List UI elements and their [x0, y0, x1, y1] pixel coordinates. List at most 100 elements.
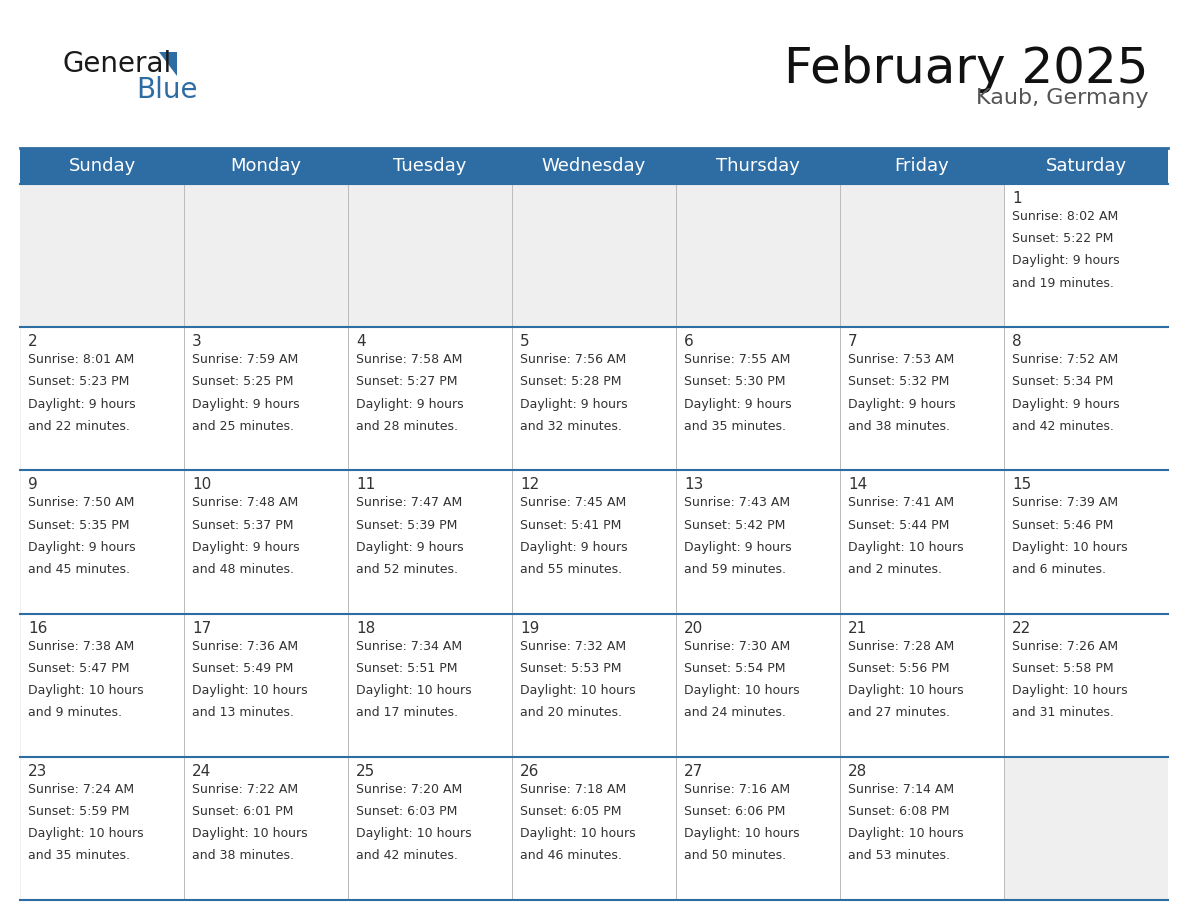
- Text: 10: 10: [192, 477, 211, 492]
- Text: Sunrise: 7:16 AM: Sunrise: 7:16 AM: [684, 783, 790, 796]
- Text: Daylight: 10 hours: Daylight: 10 hours: [684, 827, 800, 840]
- Bar: [512, 471, 676, 613]
- Text: Daylight: 9 hours: Daylight: 9 hours: [29, 541, 135, 554]
- Text: Daylight: 9 hours: Daylight: 9 hours: [356, 397, 463, 410]
- Text: Sunset: 5:23 PM: Sunset: 5:23 PM: [29, 375, 129, 388]
- Bar: [184, 471, 348, 613]
- Text: Sunrise: 7:43 AM: Sunrise: 7:43 AM: [684, 497, 790, 509]
- Bar: [1005, 328, 1168, 470]
- Text: 22: 22: [1012, 621, 1031, 635]
- Text: and 55 minutes.: and 55 minutes.: [520, 563, 623, 576]
- Text: Sunrise: 7:22 AM: Sunrise: 7:22 AM: [192, 783, 298, 796]
- Text: Daylight: 9 hours: Daylight: 9 hours: [192, 541, 299, 554]
- Text: Sunset: 5:56 PM: Sunset: 5:56 PM: [848, 662, 949, 675]
- Bar: [184, 328, 348, 470]
- Text: 17: 17: [192, 621, 211, 635]
- Bar: [20, 471, 183, 613]
- Text: Daylight: 10 hours: Daylight: 10 hours: [356, 827, 472, 840]
- Text: Sunrise: 7:55 AM: Sunrise: 7:55 AM: [684, 353, 790, 366]
- Text: and 17 minutes.: and 17 minutes.: [356, 706, 459, 719]
- Text: and 31 minutes.: and 31 minutes.: [1012, 706, 1114, 719]
- Text: Sunrise: 7:56 AM: Sunrise: 7:56 AM: [520, 353, 626, 366]
- Text: Sunset: 5:51 PM: Sunset: 5:51 PM: [356, 662, 457, 675]
- Text: and 53 minutes.: and 53 minutes.: [848, 849, 950, 862]
- Bar: [512, 328, 676, 470]
- Text: Sunset: 5:39 PM: Sunset: 5:39 PM: [356, 519, 457, 532]
- Text: Saturday: Saturday: [1045, 157, 1126, 175]
- Text: Sunrise: 7:52 AM: Sunrise: 7:52 AM: [1012, 353, 1118, 366]
- Text: Sunset: 5:47 PM: Sunset: 5:47 PM: [29, 662, 129, 675]
- Text: Daylight: 9 hours: Daylight: 9 hours: [29, 397, 135, 410]
- Text: Wednesday: Wednesday: [542, 157, 646, 175]
- Text: 23: 23: [29, 764, 48, 778]
- Text: and 59 minutes.: and 59 minutes.: [684, 563, 786, 576]
- Text: Daylight: 9 hours: Daylight: 9 hours: [520, 541, 627, 554]
- Text: 27: 27: [684, 764, 703, 778]
- Bar: [1005, 185, 1168, 327]
- Bar: [676, 614, 840, 756]
- Bar: [184, 757, 348, 900]
- Text: Daylight: 10 hours: Daylight: 10 hours: [848, 684, 963, 697]
- Text: and 42 minutes.: and 42 minutes.: [356, 849, 457, 862]
- Text: Sunset: 5:58 PM: Sunset: 5:58 PM: [1012, 662, 1113, 675]
- Text: and 22 minutes.: and 22 minutes.: [29, 420, 129, 432]
- Text: Daylight: 9 hours: Daylight: 9 hours: [848, 397, 955, 410]
- Bar: [20, 614, 183, 756]
- Text: Sunrise: 7:36 AM: Sunrise: 7:36 AM: [192, 640, 298, 653]
- Text: Daylight: 10 hours: Daylight: 10 hours: [520, 684, 636, 697]
- Text: Sunset: 6:05 PM: Sunset: 6:05 PM: [520, 805, 621, 818]
- Text: 2: 2: [29, 334, 38, 349]
- Text: Sunset: 5:42 PM: Sunset: 5:42 PM: [684, 519, 785, 532]
- Text: Sunrise: 8:02 AM: Sunrise: 8:02 AM: [1012, 210, 1118, 223]
- Text: Sunset: 6:03 PM: Sunset: 6:03 PM: [356, 805, 457, 818]
- Text: Kaub, Germany: Kaub, Germany: [975, 88, 1148, 108]
- Text: and 9 minutes.: and 9 minutes.: [29, 706, 122, 719]
- Bar: [676, 757, 840, 900]
- Text: 12: 12: [520, 477, 539, 492]
- Text: Sunrise: 7:48 AM: Sunrise: 7:48 AM: [192, 497, 298, 509]
- Bar: [1005, 614, 1168, 756]
- Text: 9: 9: [29, 477, 38, 492]
- Text: and 52 minutes.: and 52 minutes.: [356, 563, 459, 576]
- Text: Sunset: 5:53 PM: Sunset: 5:53 PM: [520, 662, 621, 675]
- Text: Sunset: 5:49 PM: Sunset: 5:49 PM: [192, 662, 293, 675]
- Text: and 24 minutes.: and 24 minutes.: [684, 706, 786, 719]
- Text: Sunrise: 7:39 AM: Sunrise: 7:39 AM: [1012, 497, 1118, 509]
- Text: Sunrise: 7:24 AM: Sunrise: 7:24 AM: [29, 783, 134, 796]
- Text: Daylight: 10 hours: Daylight: 10 hours: [1012, 541, 1127, 554]
- Text: and 28 minutes.: and 28 minutes.: [356, 420, 459, 432]
- Text: Sunrise: 7:58 AM: Sunrise: 7:58 AM: [356, 353, 462, 366]
- Text: 15: 15: [1012, 477, 1031, 492]
- Text: Daylight: 10 hours: Daylight: 10 hours: [29, 684, 144, 697]
- Text: February 2025: February 2025: [784, 45, 1148, 93]
- Text: Sunrise: 7:30 AM: Sunrise: 7:30 AM: [684, 640, 790, 653]
- Text: and 42 minutes.: and 42 minutes.: [1012, 420, 1114, 432]
- Text: 14: 14: [848, 477, 867, 492]
- Text: Sunset: 6:01 PM: Sunset: 6:01 PM: [192, 805, 293, 818]
- Bar: [20, 470, 1168, 613]
- Text: Daylight: 10 hours: Daylight: 10 hours: [29, 827, 144, 840]
- Text: and 38 minutes.: and 38 minutes.: [192, 849, 293, 862]
- Text: Daylight: 10 hours: Daylight: 10 hours: [192, 684, 308, 697]
- Text: Sunrise: 7:32 AM: Sunrise: 7:32 AM: [520, 640, 626, 653]
- Text: Sunrise: 7:41 AM: Sunrise: 7:41 AM: [848, 497, 954, 509]
- Text: Sunrise: 7:59 AM: Sunrise: 7:59 AM: [192, 353, 298, 366]
- Text: Daylight: 10 hours: Daylight: 10 hours: [684, 684, 800, 697]
- Bar: [20, 184, 1168, 327]
- Text: Monday: Monday: [230, 157, 302, 175]
- Text: Sunrise: 7:18 AM: Sunrise: 7:18 AM: [520, 783, 626, 796]
- Text: Daylight: 9 hours: Daylight: 9 hours: [684, 397, 791, 410]
- Text: 18: 18: [356, 621, 375, 635]
- Text: and 6 minutes.: and 6 minutes.: [1012, 563, 1106, 576]
- Text: Sunset: 5:41 PM: Sunset: 5:41 PM: [520, 519, 621, 532]
- Text: Sunset: 5:25 PM: Sunset: 5:25 PM: [192, 375, 293, 388]
- Bar: [348, 614, 512, 756]
- Text: Sunrise: 7:14 AM: Sunrise: 7:14 AM: [848, 783, 954, 796]
- Text: 13: 13: [684, 477, 703, 492]
- Text: 6: 6: [684, 334, 694, 349]
- Bar: [20, 327, 1168, 470]
- Text: 11: 11: [356, 477, 375, 492]
- Text: Sunset: 5:54 PM: Sunset: 5:54 PM: [684, 662, 785, 675]
- Text: Sunset: 6:06 PM: Sunset: 6:06 PM: [684, 805, 785, 818]
- Text: Sunset: 5:22 PM: Sunset: 5:22 PM: [1012, 232, 1113, 245]
